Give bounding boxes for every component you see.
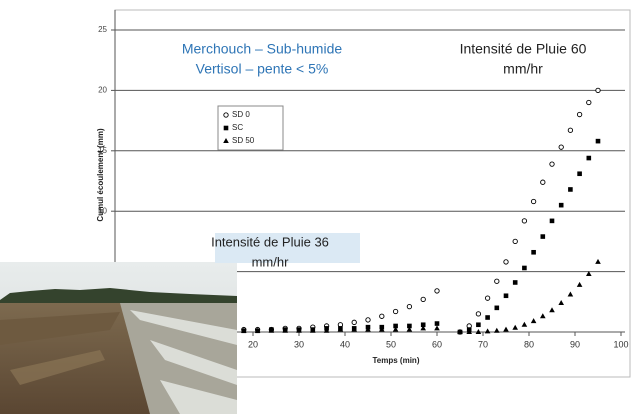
marker	[476, 312, 480, 316]
marker	[550, 219, 555, 224]
annotation: Intensité de Pluie 60	[460, 41, 587, 57]
marker	[485, 296, 489, 300]
marker	[485, 315, 490, 320]
marker	[577, 171, 582, 176]
marker	[352, 320, 356, 324]
marker	[407, 304, 411, 308]
marker	[380, 314, 384, 318]
legend-marker	[224, 113, 228, 117]
legend-label: SC	[232, 123, 243, 132]
marker	[541, 234, 546, 239]
x-tick-label: 60	[432, 339, 442, 349]
y-tick-label: 25	[98, 25, 107, 34]
marker	[596, 88, 600, 92]
marker	[559, 203, 564, 208]
marker	[421, 297, 425, 301]
annotation: Intensité de Pluie 36	[211, 234, 329, 249]
x-tick-label: 30	[294, 339, 304, 349]
y-axis-label: Cumul écoulement (mm)	[96, 128, 105, 222]
marker	[531, 250, 536, 255]
x-tick-label: 70	[478, 339, 488, 349]
marker	[476, 322, 481, 327]
legend-label: SD 50	[232, 136, 255, 145]
marker	[531, 199, 535, 203]
marker	[504, 293, 509, 298]
marker	[587, 156, 592, 161]
x-axis-label: Temps (min)	[373, 356, 420, 365]
x-tick-label: 90	[570, 339, 580, 349]
marker	[513, 239, 517, 243]
chart: 05101520252030405060708090100Temps (min)…	[0, 0, 637, 414]
x-tick-label: 50	[386, 339, 396, 349]
marker	[568, 187, 573, 192]
marker	[495, 306, 500, 311]
x-tick-label: 20	[248, 339, 258, 349]
marker	[522, 266, 527, 271]
marker	[504, 260, 508, 264]
marker	[587, 100, 591, 104]
marker	[435, 321, 440, 326]
marker	[513, 280, 518, 285]
marker	[522, 219, 526, 223]
marker	[495, 279, 499, 283]
annotation: Vertisol – pente < 5%	[196, 61, 329, 77]
marker	[541, 180, 545, 184]
y-tick-label: 20	[98, 86, 107, 95]
marker	[550, 162, 554, 166]
marker	[366, 318, 370, 322]
marker	[568, 128, 572, 132]
x-tick-label: 100	[613, 339, 628, 349]
x-tick-label: 40	[340, 339, 350, 349]
annotation: Merchouch – Sub-humide	[182, 41, 343, 57]
field-photo	[0, 262, 237, 414]
annotation: mm/hr	[252, 254, 290, 269]
x-tick-label: 80	[524, 339, 534, 349]
legend-label: SD 0	[232, 110, 250, 119]
marker	[435, 289, 439, 293]
marker	[559, 145, 563, 149]
marker	[393, 309, 397, 313]
marker	[577, 112, 581, 116]
marker	[596, 139, 601, 144]
annotation: mm/hr	[503, 61, 543, 77]
legend-marker	[224, 126, 229, 131]
